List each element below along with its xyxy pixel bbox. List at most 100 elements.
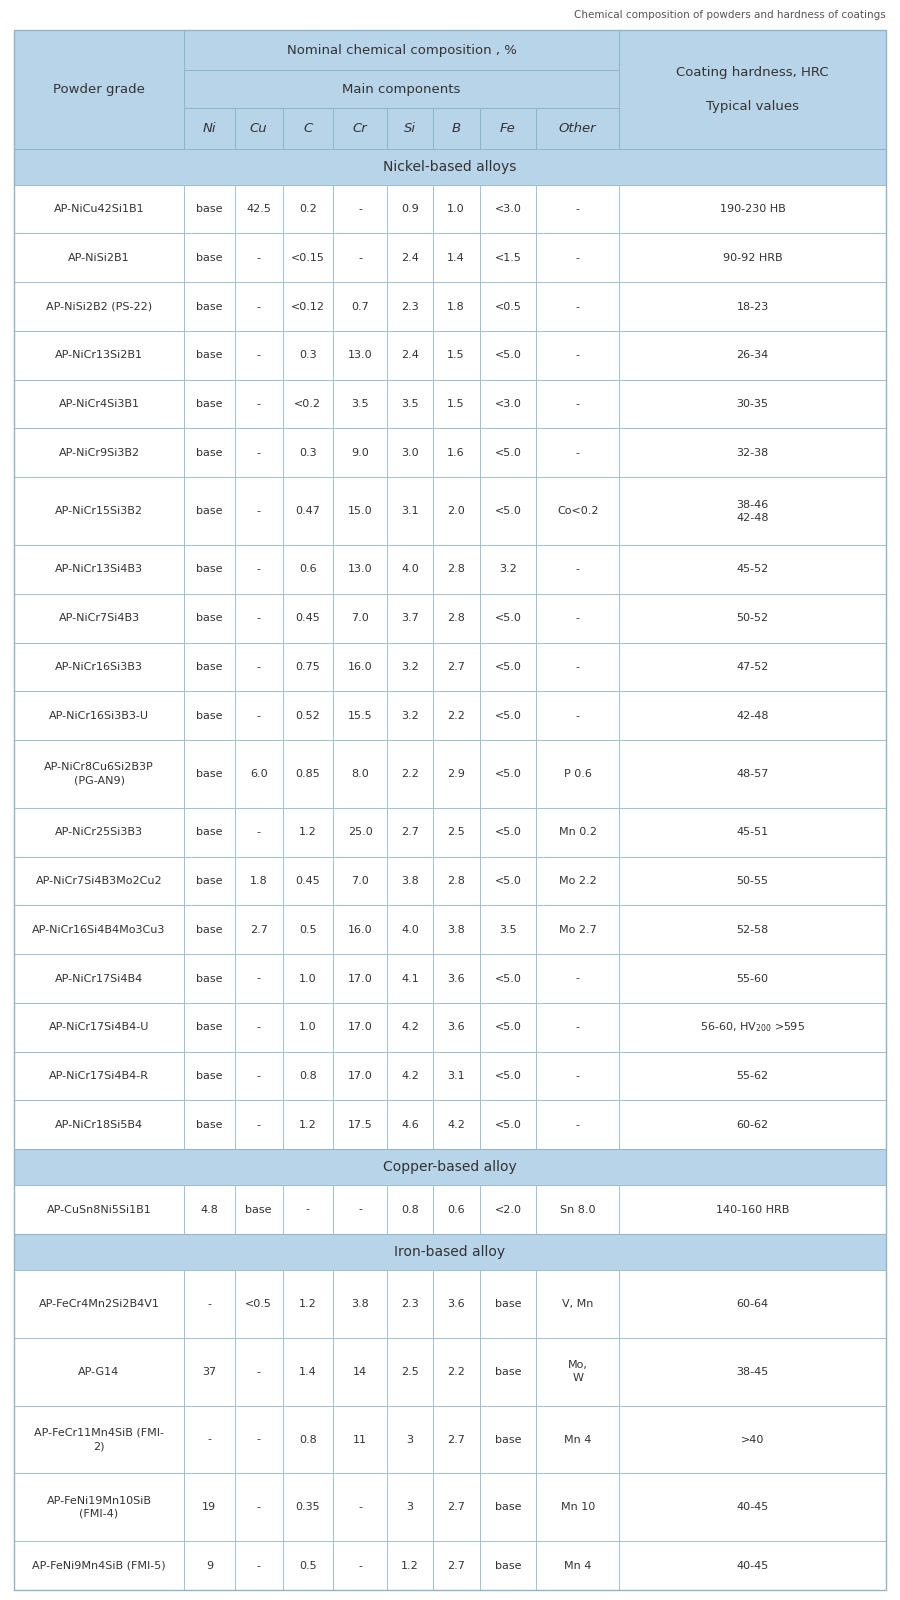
Bar: [387, 1338, 433, 1405]
Bar: [619, 429, 886, 477]
Text: -: -: [256, 1435, 261, 1445]
Bar: [480, 477, 536, 546]
Bar: [536, 1101, 619, 1149]
Text: 7.0: 7.0: [351, 877, 369, 886]
Bar: [536, 691, 619, 741]
Text: 52-58: 52-58: [736, 925, 769, 934]
Text: base: base: [196, 827, 222, 837]
Bar: [433, 1474, 480, 1541]
Bar: [14, 741, 184, 808]
Bar: [283, 429, 333, 477]
Text: -: -: [576, 448, 580, 458]
Bar: [387, 741, 433, 808]
Bar: [14, 906, 184, 954]
Text: <5.0: <5.0: [495, 1120, 521, 1130]
Bar: [480, 808, 536, 856]
Bar: [536, 808, 619, 856]
Text: 3.6: 3.6: [447, 1022, 465, 1032]
Text: AP-NiCr7Si4B3: AP-NiCr7Si4B3: [58, 613, 140, 622]
Bar: [536, 1270, 619, 1338]
Text: Nickel-based alloys: Nickel-based alloys: [383, 160, 517, 174]
Text: base: base: [495, 1366, 521, 1376]
Text: -: -: [256, 662, 261, 672]
Bar: [235, 1541, 283, 1590]
Text: AP-NiCr16Si3B3-U: AP-NiCr16Si3B3-U: [49, 710, 149, 720]
Bar: [536, 331, 619, 379]
Text: B: B: [452, 122, 461, 134]
Bar: [480, 643, 536, 691]
Bar: [235, 331, 283, 379]
Bar: [184, 1338, 235, 1405]
Text: base: base: [196, 925, 222, 934]
Text: 2.2: 2.2: [447, 1366, 465, 1376]
Bar: [14, 1186, 184, 1234]
Text: 0.75: 0.75: [295, 662, 320, 672]
Bar: [14, 429, 184, 477]
Text: <2.0: <2.0: [494, 1205, 521, 1214]
Text: Chemical composition of powders and hardness of coatings: Chemical composition of powders and hard…: [574, 10, 886, 19]
Bar: [283, 234, 333, 282]
Text: 17.5: 17.5: [347, 1120, 373, 1130]
Text: AP-NiSi2B2 (PS-22): AP-NiSi2B2 (PS-22): [46, 302, 152, 312]
Bar: [14, 954, 184, 1003]
Text: <5.0: <5.0: [495, 613, 521, 622]
Text: 0.9: 0.9: [401, 205, 419, 214]
Text: 2.2: 2.2: [447, 710, 465, 720]
Text: 45-51: 45-51: [736, 827, 769, 837]
Bar: [14, 184, 184, 234]
Text: 14: 14: [353, 1366, 367, 1376]
Text: <0.5: <0.5: [495, 302, 521, 312]
Bar: [387, 954, 433, 1003]
Bar: [480, 546, 536, 594]
Text: 1.5: 1.5: [447, 398, 465, 410]
Text: base: base: [196, 613, 222, 622]
Text: 2.9: 2.9: [447, 770, 465, 779]
Bar: [619, 546, 886, 594]
Bar: [14, 1101, 184, 1149]
Text: -: -: [256, 350, 261, 360]
Bar: [480, 1051, 536, 1101]
Bar: [333, 691, 387, 741]
Bar: [619, 234, 886, 282]
Bar: [184, 741, 235, 808]
Bar: [619, 1405, 886, 1474]
Text: <3.0: <3.0: [495, 398, 521, 410]
Text: base: base: [196, 398, 222, 410]
Bar: [387, 109, 433, 149]
Bar: [333, 331, 387, 379]
Text: 2.0: 2.0: [447, 506, 465, 517]
Bar: [333, 594, 387, 643]
Text: <5.0: <5.0: [495, 877, 521, 886]
Text: -: -: [358, 1502, 362, 1512]
Bar: [480, 184, 536, 234]
Text: 6.0: 6.0: [250, 770, 267, 779]
Bar: [235, 234, 283, 282]
Text: 38-46
42-48: 38-46 42-48: [736, 499, 769, 523]
Bar: [333, 546, 387, 594]
Bar: [14, 149, 886, 184]
Text: 17.0: 17.0: [347, 1022, 373, 1032]
Bar: [184, 109, 235, 149]
Text: 0.3: 0.3: [299, 350, 317, 360]
Text: AP-FeCr11Mn4SiB (FMI-
2): AP-FeCr11Mn4SiB (FMI- 2): [34, 1427, 164, 1451]
Text: Main components: Main components: [342, 83, 461, 96]
Text: 13.0: 13.0: [348, 350, 373, 360]
Text: 60-64: 60-64: [736, 1299, 769, 1309]
Text: P 0.6: P 0.6: [563, 770, 591, 779]
Bar: [333, 1101, 387, 1149]
Text: Ni: Ni: [202, 122, 216, 134]
Bar: [184, 856, 235, 906]
Text: 0.8: 0.8: [299, 1435, 317, 1445]
Bar: [619, 1003, 886, 1051]
Text: AP-NiCr16Si3B3: AP-NiCr16Si3B3: [55, 662, 143, 672]
Bar: [480, 906, 536, 954]
Bar: [433, 477, 480, 546]
Text: -: -: [358, 1560, 362, 1571]
Text: Cu: Cu: [250, 122, 267, 134]
Text: base: base: [196, 350, 222, 360]
Text: base: base: [196, 205, 222, 214]
Text: 3.6: 3.6: [447, 973, 465, 984]
Bar: [387, 643, 433, 691]
Text: 38-45: 38-45: [736, 1366, 769, 1376]
Text: AP-NiCr13Si4B3: AP-NiCr13Si4B3: [55, 565, 143, 574]
